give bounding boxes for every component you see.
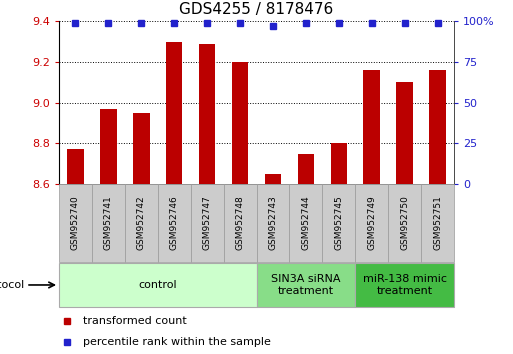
Bar (388, 184, 421, 262)
Text: GSM952748: GSM952748 (235, 196, 245, 250)
Bar (158, 184, 191, 262)
Bar (191, 184, 224, 262)
Bar (298, 154, 314, 184)
Text: GSM952747: GSM952747 (203, 196, 212, 250)
Text: percentile rank within the sample: percentile rank within the sample (83, 337, 270, 347)
Bar (256, 184, 289, 262)
Text: GSM952751: GSM952751 (433, 195, 442, 251)
Text: transformed count: transformed count (83, 316, 186, 326)
Bar (67, 149, 84, 184)
Title: GDS4255 / 8178476: GDS4255 / 8178476 (180, 2, 333, 17)
Bar (59, 184, 92, 262)
Text: miR-138 mimic
treatment: miR-138 mimic treatment (363, 274, 447, 296)
Bar (133, 113, 149, 184)
Bar (397, 82, 413, 184)
Bar (232, 62, 248, 184)
Text: control: control (139, 280, 177, 290)
Text: GSM952746: GSM952746 (170, 196, 179, 250)
Text: GSM952743: GSM952743 (268, 196, 278, 250)
Bar (364, 70, 380, 184)
Text: GSM952744: GSM952744 (301, 196, 310, 250)
Bar (92, 184, 125, 262)
Text: protocol: protocol (0, 280, 25, 290)
Bar (59, 263, 256, 307)
Bar (256, 263, 355, 307)
Text: GSM952749: GSM952749 (367, 196, 376, 250)
Bar (330, 143, 347, 184)
Text: SIN3A siRNA
treatment: SIN3A siRNA treatment (271, 274, 341, 296)
Bar (429, 70, 446, 184)
Bar (322, 184, 355, 262)
Bar (125, 184, 158, 262)
Text: GSM952742: GSM952742 (137, 196, 146, 250)
Bar (355, 184, 388, 262)
Bar (199, 44, 215, 184)
Bar (100, 109, 116, 184)
Text: GSM952745: GSM952745 (334, 196, 343, 250)
Text: GSM952741: GSM952741 (104, 196, 113, 250)
Bar (421, 184, 454, 262)
Bar (224, 184, 256, 262)
Bar (355, 263, 454, 307)
Text: GSM952750: GSM952750 (400, 195, 409, 251)
Bar (289, 184, 322, 262)
Bar (265, 174, 281, 184)
Bar (166, 41, 183, 184)
Text: GSM952740: GSM952740 (71, 196, 80, 250)
